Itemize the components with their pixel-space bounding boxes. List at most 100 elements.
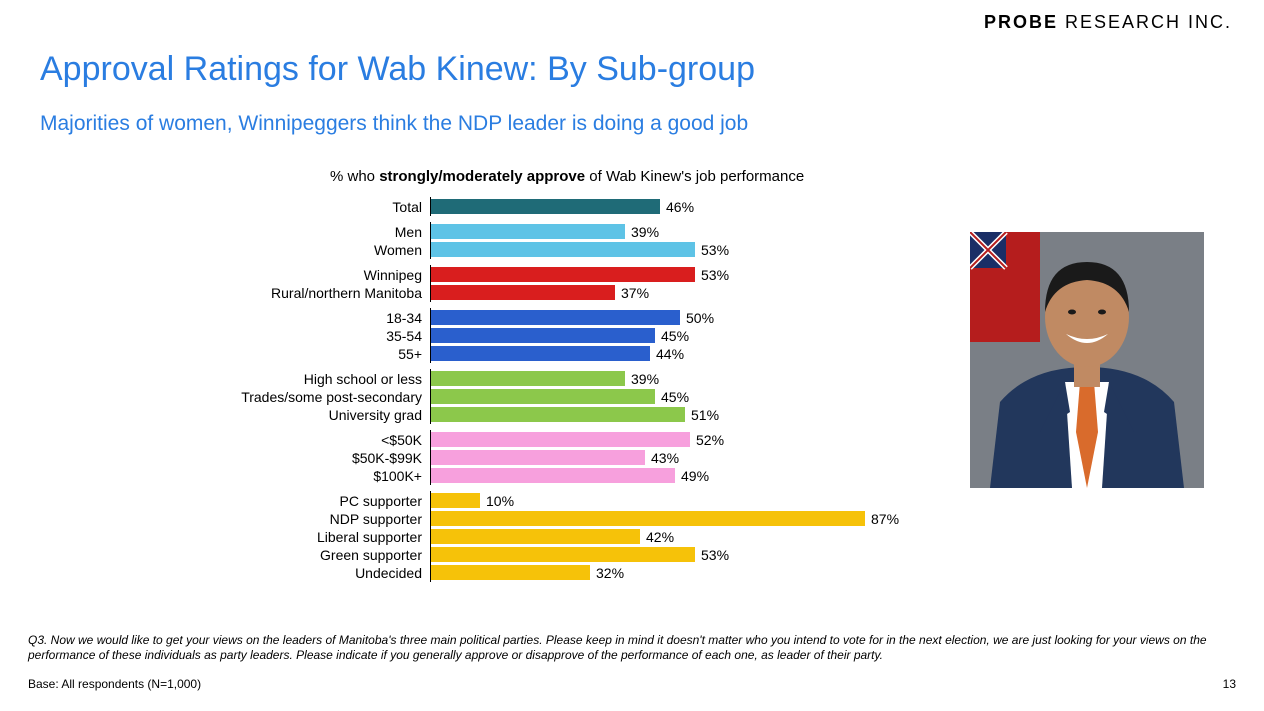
- chart-row: 18-3450%: [220, 309, 940, 326]
- bar-track: 53%: [430, 242, 940, 257]
- chart-row: PC supporter10%: [220, 492, 940, 509]
- bar-label: NDP supporter: [220, 511, 430, 527]
- axis-tick: [430, 545, 431, 564]
- bar: [430, 432, 690, 447]
- chart-title-post: of Wab Kinew's job performance: [585, 168, 804, 185]
- chart-row: $100K+ 49%: [220, 467, 940, 484]
- bar: [430, 224, 625, 239]
- bar-value: 44%: [656, 346, 684, 362]
- axis-tick: [430, 430, 431, 449]
- page-subtitle: Majorities of women, Winnipeggers think …: [40, 112, 748, 136]
- bar-value: 50%: [686, 310, 714, 326]
- leader-photo: [970, 232, 1204, 488]
- bar: [430, 407, 685, 422]
- bar: [430, 199, 660, 214]
- bar-track: 45%: [430, 389, 940, 404]
- bar: [430, 493, 480, 508]
- bar-label: Total: [220, 199, 430, 215]
- brand-bold: PROBE: [984, 12, 1058, 32]
- bar-track: 43%: [430, 450, 940, 465]
- bar-track: 87%: [430, 511, 940, 526]
- axis-tick: [430, 466, 431, 485]
- chart-row: Men39%: [220, 223, 940, 240]
- chart-row: NDP supporter 87%: [220, 510, 940, 527]
- bar-label: Winnipeg: [220, 267, 430, 283]
- chart-row: 55+ 44%: [220, 345, 940, 362]
- brand-rest: RESEARCH INC.: [1058, 12, 1232, 32]
- bar-value: 42%: [646, 529, 674, 545]
- bar-label: $50K-$99K: [220, 450, 430, 466]
- bar: [430, 511, 865, 526]
- chart-row: Trades/some post-secondary45%: [220, 388, 940, 405]
- bar: [430, 565, 590, 580]
- chart-group: Total 46%: [220, 198, 940, 215]
- bar: [430, 310, 680, 325]
- axis-tick: [430, 308, 431, 327]
- chart-group: High school or less39%Trades/some post-s…: [220, 370, 940, 423]
- bar-label: 55+: [220, 346, 430, 362]
- axis-tick: [430, 527, 431, 546]
- chart-row: Total 46%: [220, 198, 940, 215]
- axis-tick: [430, 448, 431, 467]
- bar: [430, 328, 655, 343]
- axis-tick: [430, 344, 431, 363]
- chart-title-pre: % who: [330, 168, 379, 185]
- chart-row: Winnipeg 53%: [220, 266, 940, 283]
- chart-row: Women53%: [220, 241, 940, 258]
- bar-value: 52%: [696, 432, 724, 448]
- bar-label: Undecided: [220, 565, 430, 581]
- chart-row: <$50K52%: [220, 431, 940, 448]
- bar-label: High school or less: [220, 371, 430, 387]
- chart-group: Men39%Women53%: [220, 223, 940, 258]
- bar-label: 35-54: [220, 328, 430, 344]
- chart-row: University grad51%: [220, 406, 940, 423]
- bar-track: 50%: [430, 310, 940, 325]
- bar: [430, 547, 695, 562]
- approval-bar-chart: Total46%Men39%Women53%Winnipeg53%Rural/n…: [220, 198, 940, 589]
- chart-row: Rural/northern Manitoba37%: [220, 284, 940, 301]
- axis-tick: [430, 265, 431, 284]
- chart-title: % who strongly/moderately approve of Wab…: [330, 168, 804, 185]
- bar-track: 51%: [430, 407, 940, 422]
- bar-value: 43%: [651, 450, 679, 466]
- bar-label: Liberal supporter: [220, 529, 430, 545]
- bar-track: 39%: [430, 224, 940, 239]
- bar-value: 87%: [871, 511, 899, 527]
- bar: [430, 389, 655, 404]
- bar-label: University grad: [220, 407, 430, 423]
- bar-label: Trades/some post-secondary: [220, 389, 430, 405]
- bar: [430, 242, 695, 257]
- brand-logo: PROBE RESEARCH INC.: [984, 12, 1232, 33]
- bar-value: 53%: [701, 267, 729, 283]
- axis-tick: [430, 222, 431, 241]
- bar-value: 46%: [666, 199, 694, 215]
- chart-row: 35-5445%: [220, 327, 940, 344]
- bar-label: PC supporter: [220, 493, 430, 509]
- chart-row: Undecided32%: [220, 564, 940, 581]
- bar: [430, 267, 695, 282]
- bar-track: 37%: [430, 285, 940, 300]
- chart-group: Winnipeg53%Rural/northern Manitoba37%: [220, 266, 940, 301]
- axis-tick: [430, 405, 431, 424]
- question-footnote: Q3. Now we would like to get your views …: [28, 633, 1224, 663]
- bar: [430, 450, 645, 465]
- bar-label: Rural/northern Manitoba: [220, 285, 430, 301]
- bar-track: 44%: [430, 346, 940, 361]
- bar: [430, 529, 640, 544]
- page-title: Approval Ratings for Wab Kinew: By Sub-g…: [40, 50, 755, 89]
- axis-tick: [430, 387, 431, 406]
- chart-group: PC supporter10% NDP supporter 87% Liberal s…: [220, 492, 940, 581]
- bar-label: Green supporter: [220, 547, 430, 563]
- axis-tick: [430, 509, 431, 528]
- chart-row: Green supporter53%: [220, 546, 940, 563]
- axis-tick: [430, 240, 431, 259]
- bar-value: 49%: [681, 468, 709, 484]
- axis-tick: [430, 283, 431, 302]
- bar: [430, 285, 615, 300]
- bar-value: 39%: [631, 371, 659, 387]
- bar: [430, 346, 650, 361]
- bar-value: 39%: [631, 224, 659, 240]
- axis-tick: [430, 326, 431, 345]
- bar-label: $100K+: [220, 468, 430, 484]
- chart-group: 18-3450%35-5445% 55+ 44%: [220, 309, 940, 362]
